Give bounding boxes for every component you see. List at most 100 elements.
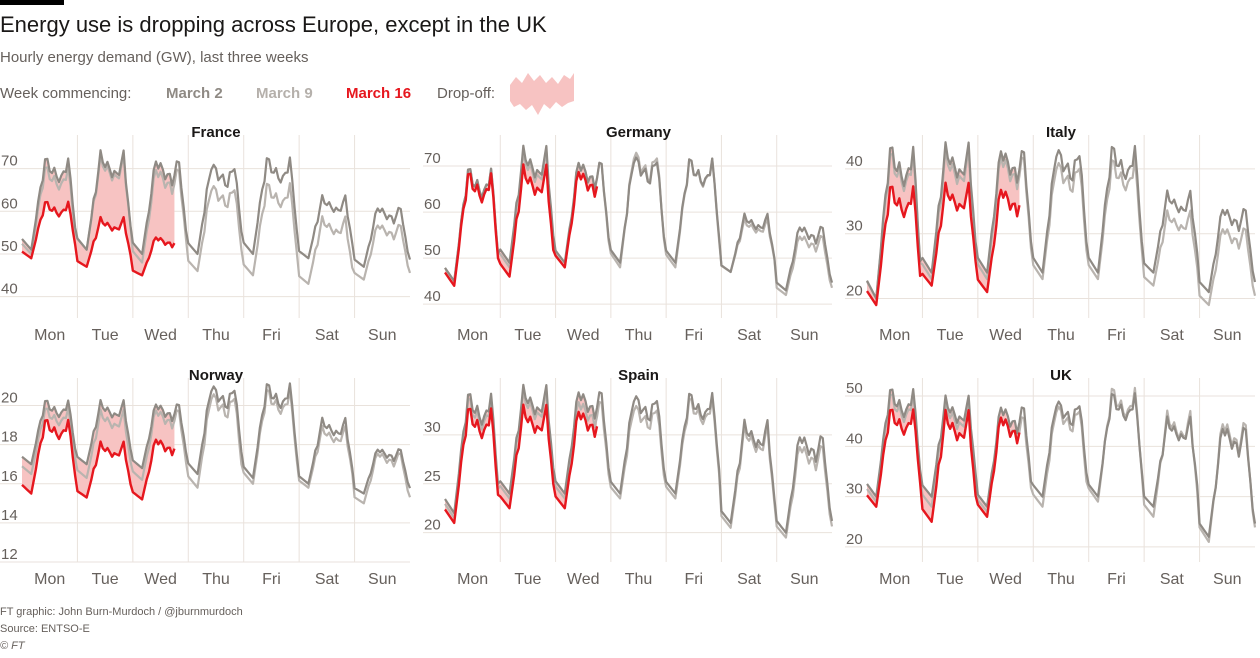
panel-title: France [191,124,240,141]
x-tick-label: Thu [1047,571,1075,588]
series-line-march-2 [444,383,834,534]
x-tick-label: Sat [737,571,762,588]
x-tick-label: Sat [737,327,762,344]
panel-germany: 40 50 60 70 Mon Tue Wed Thu Fri Sat Sun Germany [423,124,834,344]
x-tick-label: Thu [625,327,653,344]
series-line-march-2 [21,149,412,268]
x-tick-label: Thu [625,571,653,588]
y-tick-label: 30 [846,481,863,498]
dropoff-area [867,389,1020,522]
series-line-march-9 [444,149,834,297]
panel-title: Italy [1046,124,1077,141]
panel-france: 40 50 60 70 Mon Tue Wed Thu Fri Sat Sun France [0,124,412,344]
series-line-march-9 [444,388,834,539]
legend-dropoff: Drop-off: [437,85,496,102]
panel-uk: 20 30 40 50 Mon Tue Wed Thu Fri Sat Sun UK [845,367,1257,588]
x-tick-label: Fri [1107,571,1126,588]
y-tick-label: 16 [1,468,18,485]
y-tick-label: 40 [1,281,18,298]
y-tick-label: 50 [424,242,441,259]
y-tick-label: 20 [846,283,863,300]
y-tick-label: 20 [424,517,441,534]
y-tick-label: 40 [846,430,863,447]
panel-title: UK [1050,367,1072,384]
series-line-march-16 [21,418,176,501]
footer-source: Source: ENTSO-E [0,623,90,635]
x-tick-label: Wed [144,571,177,588]
x-tick-label: Sun [368,571,396,588]
x-tick-label: Sat [1160,571,1185,588]
y-tick-label: 60 [424,196,441,213]
dropoff-swatch-shape [510,73,574,115]
y-tick-label: 50 [846,380,863,397]
panel-title: Norway [189,367,244,384]
series-line-march-16 [21,200,176,277]
y-tick-label: 40 [846,153,863,170]
x-tick-label: Tue [514,327,541,344]
x-tick-label: Fri [1107,327,1126,344]
x-tick-label: Fri [262,327,281,344]
panel-italy: 20 30 40 Mon Tue Wed Thu Fri Sat Sun Italy [845,124,1257,344]
y-tick-label: 40 [424,288,441,305]
x-tick-label: Wed [567,571,600,588]
brand-bar [0,0,64,5]
legend-march-16: March 16 [346,85,412,102]
x-tick-label: Sun [1213,327,1241,344]
footer-credit: FT graphic: John Burn-Murdoch / @jburnmu… [0,606,243,618]
x-tick-label: Wed [989,571,1022,588]
x-tick-label: Sat [315,327,340,344]
chart-subtitle: Hourly energy demand (GW), last three we… [0,49,309,66]
x-tick-label: Tue [92,571,119,588]
y-tick-label: 30 [424,419,441,436]
x-tick-label: Thu [202,571,230,588]
series-line-march-2 [21,382,412,495]
y-tick-label: 50 [1,238,18,255]
x-tick-label: Tue [92,327,119,344]
legend-march-9: March 9 [256,85,313,102]
series-line-march-16 [444,403,599,525]
x-tick-label: Fri [684,571,703,588]
panel-spain: 20 25 30 Mon Tue Wed Thu Fri Sat Sun Spain [423,367,834,588]
x-tick-label: Wed [989,327,1022,344]
x-tick-label: Mon [457,571,488,588]
x-tick-label: Wed [144,327,177,344]
series-line-march-2 [866,141,1257,300]
x-tick-label: Sun [790,571,818,588]
series-line-march-9 [21,153,412,285]
y-tick-label: 70 [424,150,441,167]
y-tick-label: 20 [846,531,863,548]
dropoff-swatch [510,73,574,115]
x-tick-label: Tue [937,571,964,588]
x-tick-label: Mon [879,327,910,344]
x-tick-label: Tue [514,571,541,588]
y-tick-label: 14 [1,507,18,524]
y-tick-label: 30 [846,218,863,235]
x-tick-label: Sat [1160,327,1185,344]
dropoff-area [445,384,598,523]
series-line-march-2 [866,388,1257,538]
small-multiples: 40 50 60 70 Mon Tue Wed Thu Fri Sat Sun France 40 50 6… [0,124,1257,588]
x-tick-label: Sun [1213,571,1241,588]
series-line-march-2 [444,144,834,292]
y-tick-label: 60 [1,195,18,212]
x-tick-label: Sun [790,327,818,344]
footer-copyright: © FT [0,640,25,652]
y-tick-label: 12 [1,546,18,563]
y-tick-label: 70 [1,153,18,170]
chart-title: Energy use is dropping across Europe, ex… [0,12,547,37]
x-tick-label: Fri [684,327,703,344]
x-tick-label: Sat [315,571,340,588]
x-tick-label: Tue [937,327,964,344]
panel-title: Germany [606,124,672,141]
panel-title: Spain [618,367,659,384]
x-tick-label: Mon [879,571,910,588]
x-tick-label: Mon [457,327,488,344]
x-tick-label: Sun [368,327,396,344]
x-tick-label: Mon [34,571,65,588]
series-line-march-16 [865,181,1021,307]
y-tick-label: 18 [1,429,18,446]
x-tick-label: Thu [1047,327,1075,344]
legend-march-2: March 2 [166,85,223,102]
series-line-march-16 [444,163,599,287]
y-tick-label: 20 [1,390,18,407]
